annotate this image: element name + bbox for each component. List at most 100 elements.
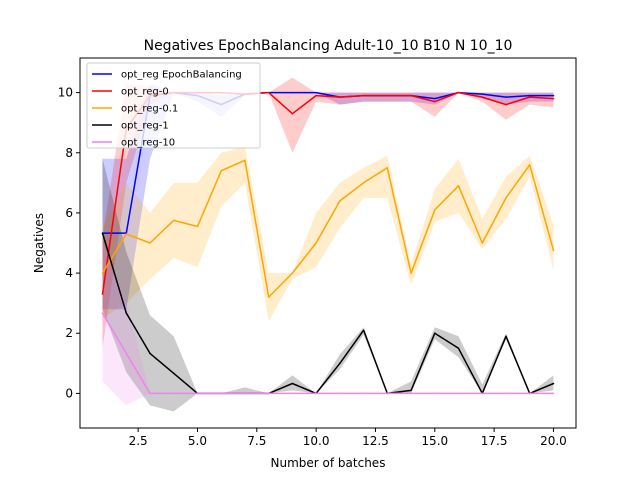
- x-tick-label: 7.5: [247, 434, 266, 448]
- data-point: [149, 242, 151, 244]
- legend-label: opt_reg-10: [121, 138, 175, 149]
- data-point: [244, 392, 246, 395]
- data-point: [149, 352, 151, 355]
- x-tick-label: 20.0: [540, 434, 567, 448]
- data-point: [172, 372, 175, 375]
- x-tick-label: 12.5: [362, 434, 389, 448]
- y-axis-ticks: 0 2 4 6 8 10: [58, 86, 80, 400]
- data-point: [101, 293, 104, 295]
- data-point: [481, 392, 484, 395]
- data-point: [339, 200, 341, 202]
- data-point: [457, 392, 460, 395]
- data-point: [291, 91, 294, 94]
- data-point: [362, 182, 365, 184]
- y-tick-label: 4: [65, 266, 73, 280]
- data-point: [315, 242, 317, 244]
- data-point: [101, 312, 104, 314]
- data-point: [101, 232, 104, 234]
- data-point: [339, 96, 341, 98]
- x-tick-label: 2.5: [129, 434, 148, 448]
- data-point: [505, 392, 507, 395]
- series-line-4: [101, 312, 554, 395]
- data-point: [528, 392, 531, 395]
- data-point: [362, 392, 365, 395]
- legend-label: opt_reg EpochBalancing: [121, 70, 242, 81]
- data-point: [291, 382, 294, 385]
- y-tick-label: 6: [65, 206, 73, 220]
- x-tick-label: 17.5: [481, 434, 508, 448]
- data-point: [410, 272, 412, 274]
- axes-frame: [79, 57, 577, 429]
- data-point: [172, 219, 175, 222]
- confidence-band-2: [102, 146, 554, 322]
- data-point: [315, 91, 317, 94]
- x-tick-label: 15.0: [421, 434, 448, 448]
- data-point: [410, 389, 412, 392]
- data-point: [196, 225, 199, 228]
- data-point: [362, 94, 365, 97]
- data-point: [172, 392, 175, 395]
- data-point: [552, 382, 555, 385]
- data-point: [315, 94, 317, 97]
- data-point: [457, 347, 460, 350]
- legend-box: [86, 62, 261, 149]
- data-point: [434, 97, 436, 100]
- data-point: [505, 197, 507, 199]
- data-point: [434, 209, 436, 211]
- data-point: [552, 94, 555, 97]
- data-point: [505, 103, 507, 106]
- data-point: [552, 392, 555, 395]
- data-point: [457, 185, 460, 187]
- data-point: [291, 112, 294, 115]
- series-lines: [101, 91, 555, 395]
- data-point: [386, 392, 389, 395]
- data-point: [481, 242, 484, 244]
- data-point: [291, 272, 294, 274]
- data-point: [220, 392, 222, 395]
- data-point: [386, 94, 389, 97]
- legend-label: opt_reg-1: [121, 121, 169, 132]
- series-line-3: [101, 232, 554, 395]
- data-point: [552, 97, 555, 100]
- data-point: [386, 167, 389, 169]
- data-point: [125, 312, 128, 314]
- data-point: [220, 170, 222, 172]
- x-axis-ticks: 2.5 5.0 7.5 10.0 12.5 15.0 17.5 20.0: [129, 428, 567, 448]
- data-point: [149, 392, 151, 395]
- data-point: [552, 249, 555, 252]
- data-point: [505, 335, 507, 338]
- y-tick-label: 2: [65, 326, 73, 340]
- data-point: [196, 392, 199, 395]
- data-point: [410, 392, 412, 395]
- data-point: [434, 332, 436, 334]
- data-point: [291, 392, 294, 395]
- data-point: [528, 164, 531, 166]
- confidence-band-3: [102, 158, 554, 412]
- data-point: [267, 91, 270, 94]
- data-point: [481, 93, 484, 95]
- data-point: [339, 392, 341, 395]
- x-tick-label: 10.0: [303, 434, 330, 448]
- data-point: [528, 96, 531, 98]
- data-point: [528, 94, 531, 97]
- data-point: [244, 159, 246, 162]
- legend-label: opt_reg-0.1: [121, 104, 178, 115]
- data-point: [481, 96, 484, 98]
- y-axis-label: Negatives: [32, 213, 46, 273]
- data-point: [267, 296, 270, 298]
- y-tick-label: 8: [65, 146, 73, 160]
- data-point: [505, 96, 507, 98]
- data-point: [267, 392, 270, 395]
- chart-title: Negatives EpochBalancing Adult-10_10 B10…: [144, 38, 513, 54]
- data-point: [315, 392, 317, 395]
- y-tick-label: 10: [58, 86, 73, 100]
- series-line-2: [101, 159, 555, 298]
- data-point: [362, 329, 365, 331]
- data-point: [434, 392, 436, 395]
- data-point: [125, 233, 128, 235]
- data-point: [101, 272, 104, 274]
- data-point: [457, 91, 460, 94]
- x-axis-label: Number of batches: [271, 456, 386, 470]
- data-point: [434, 100, 436, 103]
